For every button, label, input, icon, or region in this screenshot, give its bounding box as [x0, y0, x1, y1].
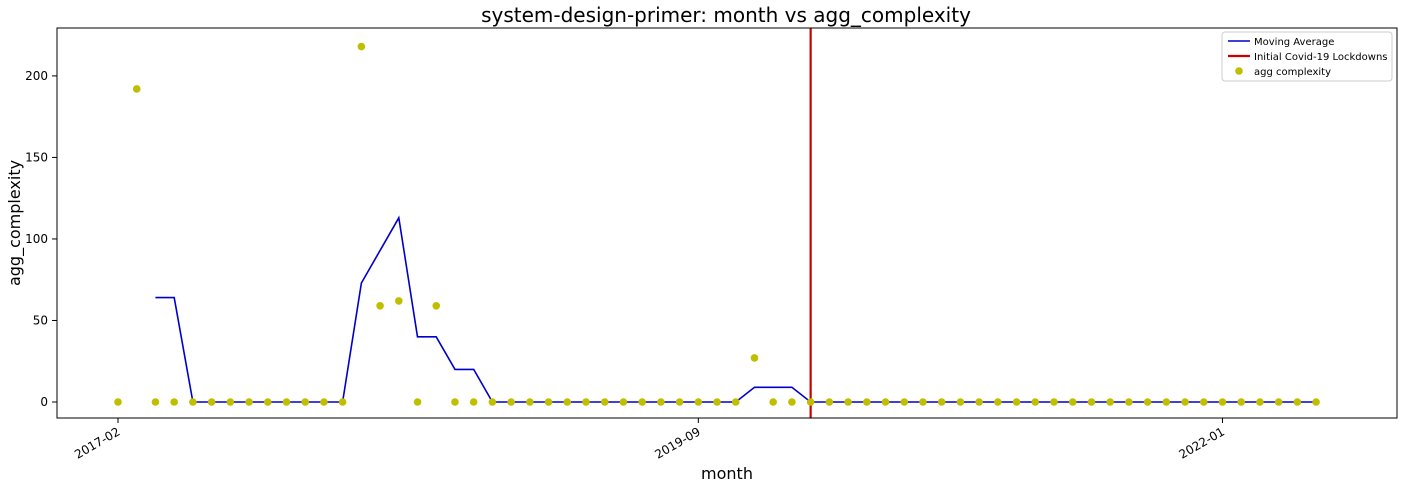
scatter-point-2021-05	[1068, 398, 1077, 406]
scatter-point-2017-02	[114, 398, 122, 406]
scatter-point-2019-10	[713, 398, 721, 406]
scatter-point-2021-12	[1199, 398, 1208, 406]
scatter-point-2018-08	[451, 398, 459, 406]
scatter-point-2022-01	[1218, 398, 1227, 406]
legend-scatter-label: agg complexity	[1254, 67, 1331, 78]
scatter-point-2021-07	[1106, 398, 1114, 406]
scatter-point-2021-11	[1181, 398, 1189, 406]
scatter-point-2020-05	[844, 398, 852, 406]
scatter-point-2017-03	[132, 85, 141, 93]
scatter-point-2017-05	[170, 398, 178, 406]
scatter-point-2020-12	[975, 398, 983, 406]
scatter-point-2019-04	[600, 398, 609, 406]
scatter-point-2021-08	[1125, 398, 1133, 406]
scatter-point-2021-09	[1143, 398, 1152, 406]
scatter-point-2019-07	[657, 398, 665, 406]
legend-moving-average-label: Moving Average	[1254, 37, 1334, 48]
y-tick-label-0: 0	[40, 395, 48, 409]
scatter-point-2019-05	[619, 398, 628, 406]
scatter-point-2020-10	[937, 398, 946, 406]
y-tick-label-200: 200	[25, 69, 48, 83]
scatter-point-2019-12	[750, 354, 759, 362]
scatter-point-2022-02	[1237, 398, 1245, 406]
scatter-point-2022-03	[1256, 398, 1264, 406]
scatter-point-2018-01	[320, 398, 328, 406]
scatter-point-2017-11	[282, 398, 291, 406]
legend-scatter-swatch	[1235, 67, 1243, 75]
scatter-point-2021-04	[1050, 398, 1058, 406]
scatter-point-2019-01	[544, 398, 553, 406]
y-tick-label-150: 150	[25, 150, 48, 164]
scatter-point-2019-09	[694, 398, 703, 406]
legend: Moving Average Initial Covid-19 Lockdown…	[1221, 31, 1393, 82]
scatter-point-2018-02	[338, 398, 347, 406]
y-tick-label-50: 50	[33, 313, 48, 327]
scatter-point-2020-02	[788, 398, 796, 406]
scatter-point-2021-01	[994, 398, 1002, 406]
legend-box	[1221, 31, 1393, 82]
scatter-point-2018-04	[376, 302, 384, 310]
scatter-point-2019-06	[638, 398, 646, 406]
scatter-point-2017-07	[207, 398, 216, 406]
scatter-point-2017-08	[226, 398, 235, 406]
scatter-point-2018-05	[395, 297, 403, 305]
scatter-point-2022-06	[1312, 398, 1320, 406]
scatter-point-2018-07	[432, 302, 441, 310]
scatter-point-2019-08	[675, 398, 684, 406]
scatter-point-2020-09	[919, 398, 927, 406]
scatter-point-2020-03	[806, 398, 815, 406]
scatter-point-2021-10	[1162, 398, 1171, 406]
scatter-point-2019-02	[563, 398, 572, 406]
scatter-point-2018-03	[357, 42, 366, 51]
scatter-point-2019-11	[731, 398, 740, 406]
y-tick-label-100: 100	[25, 232, 48, 246]
scatter-point-2021-03	[1031, 398, 1040, 406]
scatter-point-2017-04	[151, 398, 160, 406]
scatter-point-2018-12	[526, 398, 534, 406]
scatter-point-2020-07	[881, 398, 890, 406]
scatter-point-2022-04	[1274, 398, 1283, 406]
chart-title: system-design-primer: month vs agg_compl…	[481, 3, 971, 27]
scatter-point-2017-10	[263, 398, 272, 406]
scatter-point-2021-02	[1012, 398, 1021, 406]
scatter-point-2021-06	[1087, 398, 1096, 406]
scatter-point-2018-09	[469, 398, 478, 406]
scatter-point-2020-06	[863, 398, 871, 406]
scatter-point-2022-05	[1293, 398, 1302, 406]
scatter-point-2017-12	[301, 398, 310, 406]
scatter-point-2018-06	[413, 398, 422, 406]
scatter-point-2017-09	[245, 398, 253, 406]
scatter-point-2020-08	[900, 398, 909, 406]
y-axis-label: agg_complexity	[5, 160, 25, 286]
scatter-point-2020-04	[825, 398, 834, 406]
scatter-point-2018-10	[488, 398, 497, 406]
scatter-point-2020-11	[956, 398, 965, 406]
scatter-point-2018-11	[507, 398, 515, 406]
legend-covid-line-label: Initial Covid-19 Lockdowns	[1254, 52, 1388, 63]
scatter-point-2020-01	[769, 398, 777, 406]
x-axis-label: month	[701, 464, 753, 483]
plot-frame	[56, 27, 1398, 419]
scatter-point-2017-06	[189, 398, 197, 406]
scatter-point-2019-03	[582, 398, 590, 406]
